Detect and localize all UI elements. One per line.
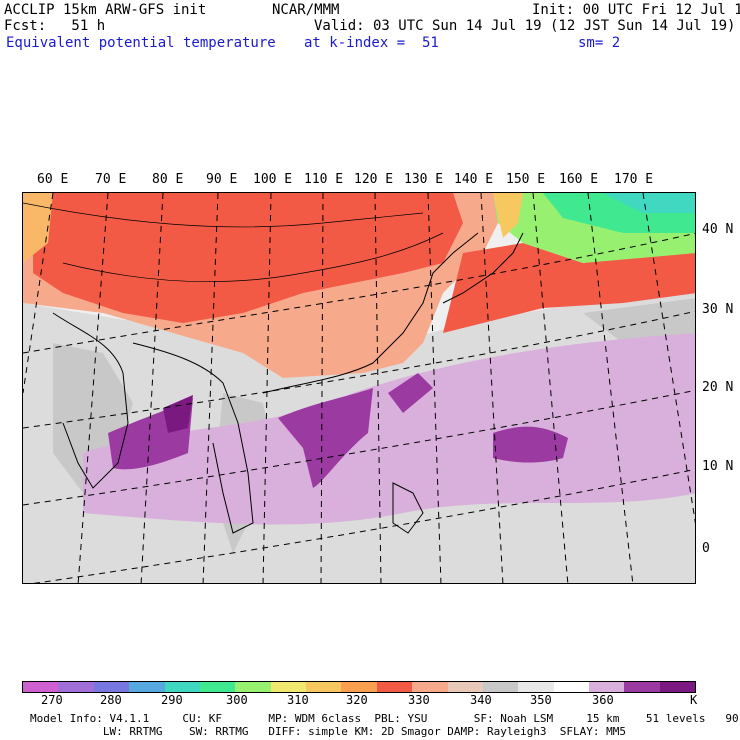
map-svg <box>23 193 695 583</box>
colorbar-label: 360 <box>592 693 614 707</box>
border-line <box>23 202 424 228</box>
lon-label: 150 E <box>506 172 546 187</box>
colorbar-swatch <box>447 682 483 692</box>
footer-model-info: Model Info: V4.1.1 CU: KF MP: WDM 6class… <box>30 712 740 725</box>
lon-label: 140 E <box>454 172 494 187</box>
lon-label: 160 E <box>559 172 599 187</box>
lon-label: 130 E <box>404 172 444 187</box>
colorbar-swatch <box>306 682 342 692</box>
valid-time: Valid: 03 UTC Sun 14 Jul 19 (12 JST Sun … <box>314 18 736 34</box>
colorbar-label: 340 <box>470 693 492 707</box>
lon-label: 110 E <box>304 172 344 187</box>
dark-purple-core <box>163 395 193 433</box>
colorbar-swatch <box>553 682 589 692</box>
red-region <box>33 193 463 323</box>
colorbar-swatch <box>129 682 165 692</box>
colorbar-swatch <box>270 682 306 692</box>
orange-region-east <box>493 193 523 238</box>
colorbar-swatch <box>624 682 660 692</box>
colorbar-label: 280 <box>100 693 122 707</box>
colorbar-swatch <box>518 682 554 692</box>
field-name: Equivalent potential temperature <box>6 35 276 51</box>
forecast-hour: Fcst: 51 h <box>4 18 106 34</box>
model-title: ACCLIP 15km ARW-GFS init <box>4 2 207 18</box>
coastline-philippines <box>392 482 424 534</box>
lon-label: 90 E <box>206 172 238 187</box>
purple-core-south-china-sea <box>278 388 373 488</box>
colorbar-label: 290 <box>161 693 183 707</box>
lat-label: 0 <box>702 541 710 556</box>
colorbar-label: 320 <box>346 693 368 707</box>
coastline-indochina <box>132 342 254 534</box>
colorbar-label: 270 <box>41 693 63 707</box>
lon-label: 170 E <box>614 172 654 187</box>
graticule <box>23 193 695 583</box>
coastline-india <box>52 312 129 489</box>
colorbar-swatch <box>93 682 130 692</box>
smoothing-label: sm= 2 <box>578 35 621 51</box>
colorbar-swatch <box>164 682 200 692</box>
lat-label: 10 N <box>702 459 734 474</box>
colorbar-swatch <box>58 682 94 692</box>
colorbar-swatch <box>412 682 448 692</box>
colorbar-swatch <box>23 682 59 692</box>
lon-label: 100 E <box>253 172 293 187</box>
map-panel <box>22 192 696 584</box>
border-line <box>62 232 444 283</box>
purple-core-west-pacific <box>493 426 568 463</box>
footer-physics-info: LW: RRTMG SW: RRTMG DIFF: simple KM: 2D … <box>30 725 627 738</box>
lat-label: 30 N <box>702 302 734 317</box>
lavender-region <box>83 333 695 525</box>
org-label: NCAR/MMM <box>272 2 340 18</box>
colorbar-swatch <box>235 682 271 692</box>
lat-label: 40 N <box>702 222 734 237</box>
red-region-japan <box>443 243 695 333</box>
lon-label: 120 E <box>354 172 394 187</box>
level-label: at k-index = 51 <box>304 35 439 51</box>
colorbar-label: 300 <box>226 693 248 707</box>
purple-core-philippine-sea <box>388 373 433 413</box>
colorbar-label: 350 <box>530 693 552 707</box>
colorbar <box>22 681 696 693</box>
coastline-china <box>262 232 479 394</box>
lon-label: 70 E <box>95 172 127 187</box>
teal-region <box>603 193 695 213</box>
colorbar-swatch <box>199 682 236 692</box>
orange-region-west <box>23 193 53 263</box>
coastline-japan <box>442 232 524 304</box>
lon-label: 80 E <box>152 172 184 187</box>
colorbar-swatch <box>659 682 696 692</box>
lat-label: 20 N <box>702 380 734 395</box>
init-time: Init: 00 UTC Fri 12 Jul 19 <box>532 2 740 18</box>
colorbar-unit: K <box>690 693 698 707</box>
colorbar-swatch <box>376 682 413 692</box>
colorbar-label: 310 <box>287 693 309 707</box>
colorbar-swatch <box>589 682 625 692</box>
colorbar-swatch <box>341 682 377 692</box>
colorbar-swatch <box>482 682 519 692</box>
colorbar-label: 330 <box>408 693 430 707</box>
lon-label: 60 E <box>37 172 69 187</box>
